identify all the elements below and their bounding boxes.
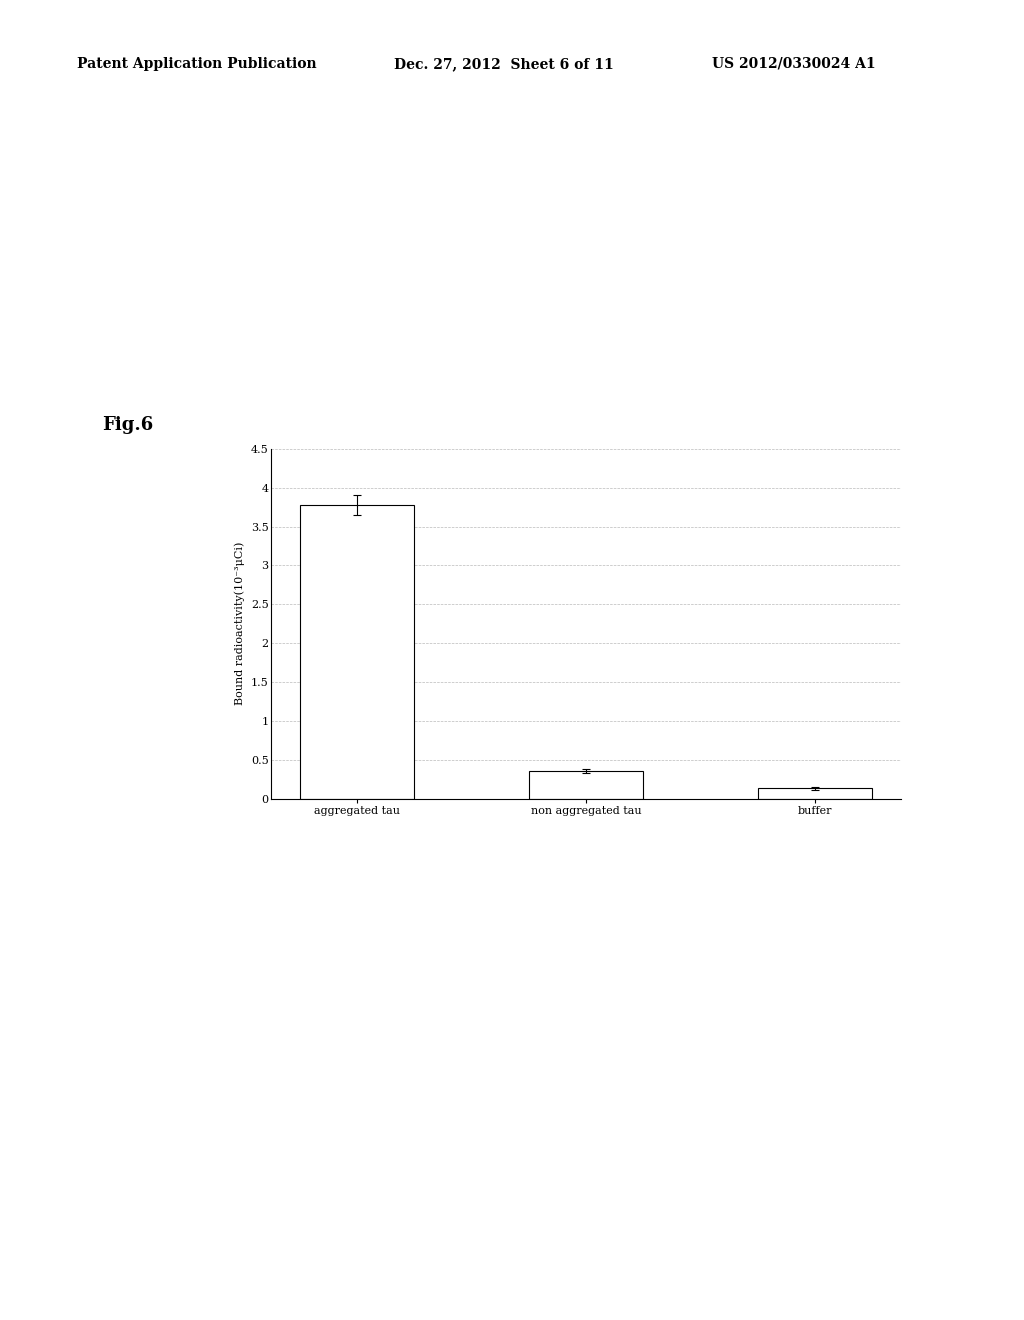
Y-axis label: Bound radioactivity(10⁻³μCi): Bound radioactivity(10⁻³μCi): [234, 543, 246, 705]
Bar: [758, 788, 872, 799]
Text: Patent Application Publication: Patent Application Publication: [77, 57, 316, 71]
Text: Dec. 27, 2012  Sheet 6 of 11: Dec. 27, 2012 Sheet 6 of 11: [394, 57, 614, 71]
Bar: [529, 771, 643, 799]
Text: US 2012/0330024 A1: US 2012/0330024 A1: [712, 57, 876, 71]
Bar: [300, 504, 415, 799]
Text: Fig.6: Fig.6: [102, 416, 154, 434]
